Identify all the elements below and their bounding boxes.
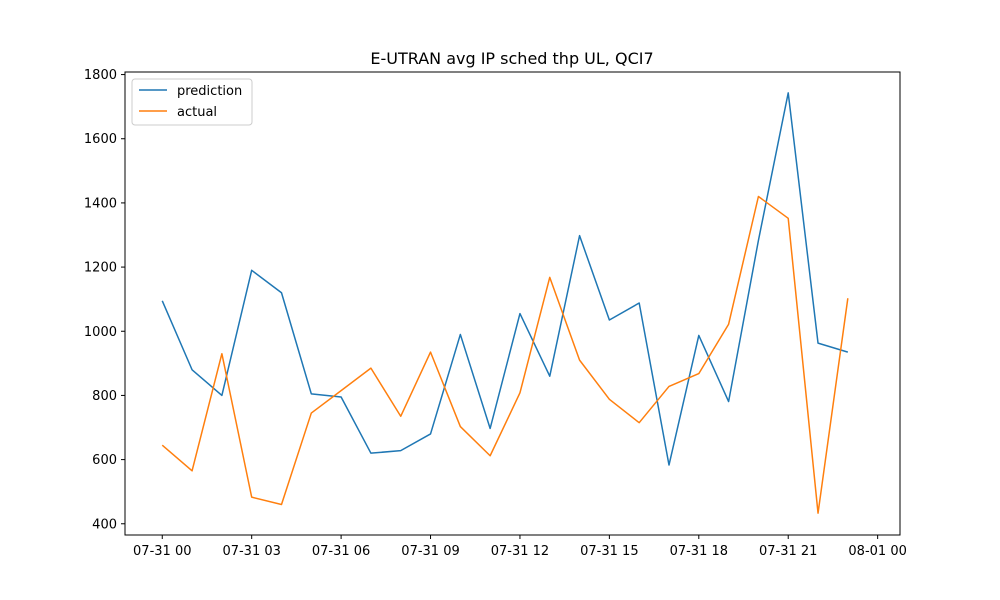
y-tick-label: 1400	[84, 196, 117, 211]
series-line-prediction	[161, 92, 849, 466]
x-tick-label: 07-31 21	[759, 544, 817, 559]
y-tick-label: 1000	[84, 325, 117, 340]
y-tick-label: 800	[92, 389, 117, 404]
x-tick-label: 07-31 09	[401, 544, 459, 559]
chart-title: E-UTRAN avg IP sched thp UL, QCI7	[370, 49, 653, 68]
legend-label-prediction: prediction	[177, 84, 242, 99]
x-tick-label: 07-31 12	[491, 544, 549, 559]
y-axis: 400 600 800 1000 1200 1400 1600 1800	[84, 68, 125, 532]
series-layer	[161, 92, 849, 514]
x-tick-label: 07-31 03	[222, 544, 280, 559]
y-tick-label: 600	[92, 453, 117, 468]
legend: prediction actual	[131, 78, 253, 126]
x-tick-label: 07-31 00	[133, 544, 191, 559]
x-tick-label: 07-31 06	[312, 544, 370, 559]
y-tick-label: 400	[92, 517, 117, 532]
y-tick-label: 1200	[84, 261, 117, 276]
x-tick-label: 07-31 15	[580, 544, 638, 559]
legend-label-actual: actual	[177, 105, 217, 120]
y-tick-label: 1600	[84, 132, 117, 147]
plot-area	[124, 71, 901, 536]
series-line-actual	[161, 195, 849, 514]
x-axis: 07-31 00 07-31 03 07-31 06 07-31 09 07-31 12…	[133, 535, 907, 559]
y-tick-label: 1800	[84, 68, 117, 83]
plot-frame	[124, 71, 901, 536]
x-tick-label: 07-31 18	[670, 544, 728, 559]
x-tick-label: 08-01 00	[848, 544, 906, 559]
